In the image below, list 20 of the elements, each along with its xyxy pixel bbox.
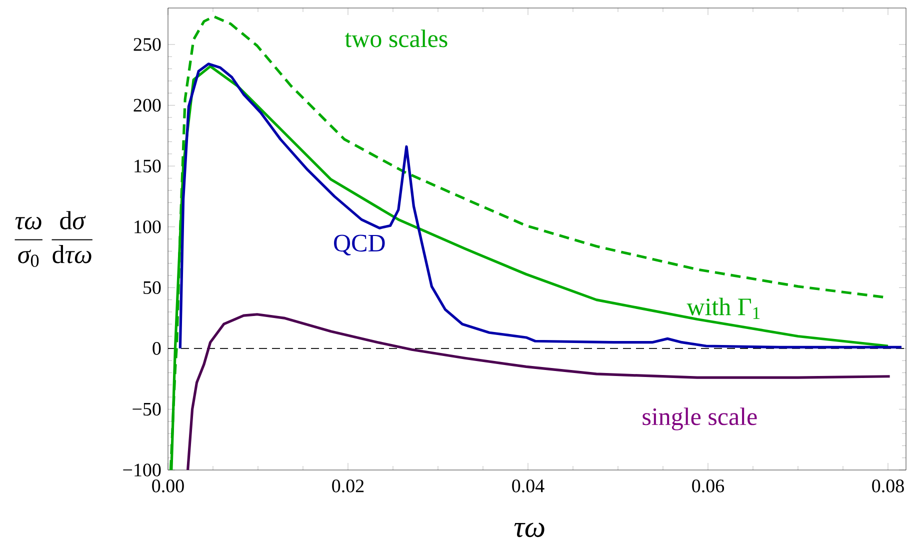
y-tick-label: −50: [132, 402, 161, 416]
x-tick-label: 0.06: [692, 480, 724, 492]
series-label: single scale: [642, 408, 757, 430]
y-tick-label: 0: [152, 342, 161, 355]
series-label: with Γ$_{1}$: [686, 298, 760, 319]
y-tick-label: 250: [134, 38, 161, 51]
y-axis-title: $\frac{\textit{τω}}{\textit{σ}_{\text{0}}}\;\frac{\text{d}\textit{σ}}{\text{d}\textit{τω}}$: [14, 211, 92, 267]
x-tick-label: 0.04: [512, 480, 544, 492]
x-tick-label: 0.08: [872, 480, 904, 492]
x-axis-title: τω: [514, 522, 544, 538]
y-tick-label: 50: [144, 281, 161, 294]
y-tick-label: −100: [123, 464, 161, 476]
x-tick-label: 0.00: [152, 480, 184, 492]
series-label: QCD: [334, 234, 385, 256]
y-tick-label: 100: [134, 220, 161, 234]
x-tick-label: 0.02: [332, 480, 364, 492]
line-series: [178, 62, 903, 350]
y-tick-label: 150: [134, 160, 161, 172]
y-tick-label: 200: [134, 98, 161, 112]
text: two scales: [344, 30, 448, 48]
